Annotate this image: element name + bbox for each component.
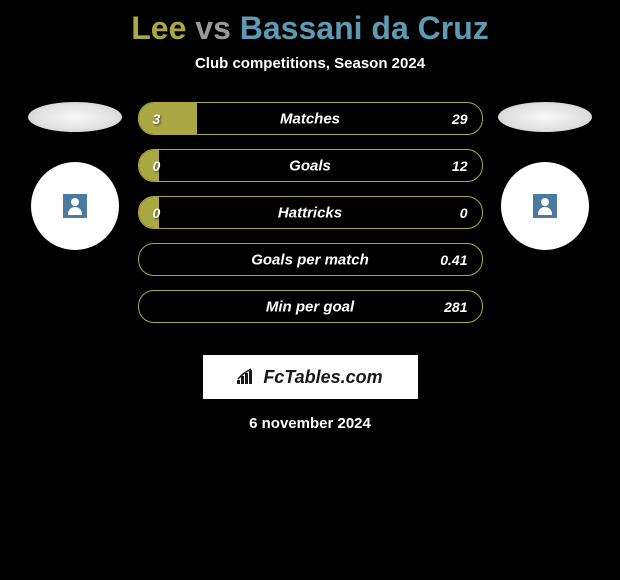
avatar-placeholder-icon xyxy=(533,194,557,218)
stat-value-right: 0 xyxy=(460,205,468,221)
player-right-name: Bassani da Cruz xyxy=(240,10,489,46)
stat-row: 0 Goals 12 xyxy=(138,149,483,182)
subtitle: Club competitions, Season 2024 xyxy=(0,55,620,72)
chart-icon xyxy=(237,368,257,387)
comparison-title: Lee vs Bassani da Cruz xyxy=(0,10,620,47)
stat-value-right: 12 xyxy=(452,158,468,174)
stat-label: Goals per match xyxy=(251,251,369,268)
stat-row: 0 Hattricks 0 xyxy=(138,196,483,229)
site-logo: FcTables.com xyxy=(203,355,418,399)
stat-label: Goals xyxy=(289,157,331,174)
stat-value-left: 0 xyxy=(153,158,161,174)
right-country-flag xyxy=(498,102,592,132)
avatar-placeholder-icon xyxy=(63,194,87,218)
stat-value-right: 0.41 xyxy=(440,252,467,268)
left-player-avatar xyxy=(31,162,119,250)
stat-value-right: 281 xyxy=(444,299,467,315)
stat-label: Hattricks xyxy=(278,204,342,221)
stats-bars: 3 Matches 29 0 Goals 12 0 Hattricks 0 Goals per m… xyxy=(138,102,483,337)
stat-row: Min per goal 281 xyxy=(138,290,483,323)
stat-fill-left xyxy=(139,103,197,134)
right-player-column xyxy=(493,102,598,250)
player-left-name: Lee xyxy=(131,10,186,46)
left-player-column xyxy=(23,102,128,250)
logo-text: FcTables.com xyxy=(263,367,382,388)
stat-value-left: 0 xyxy=(153,205,161,221)
stat-row: 3 Matches 29 xyxy=(138,102,483,135)
stat-value-left: 3 xyxy=(153,111,161,127)
stat-label: Matches xyxy=(280,110,340,127)
header: Lee vs Bassani da Cruz Club competitions… xyxy=(0,0,620,72)
right-player-avatar xyxy=(501,162,589,250)
comparison-content: 3 Matches 29 0 Goals 12 0 Hattricks 0 Goals per m… xyxy=(0,102,620,337)
left-country-flag xyxy=(28,102,122,132)
footer-date: 6 november 2024 xyxy=(0,415,620,432)
stat-row: Goals per match 0.41 xyxy=(138,243,483,276)
stat-value-right: 29 xyxy=(452,111,468,127)
stat-label: Min per goal xyxy=(266,298,354,315)
vs-text: vs xyxy=(195,10,231,46)
